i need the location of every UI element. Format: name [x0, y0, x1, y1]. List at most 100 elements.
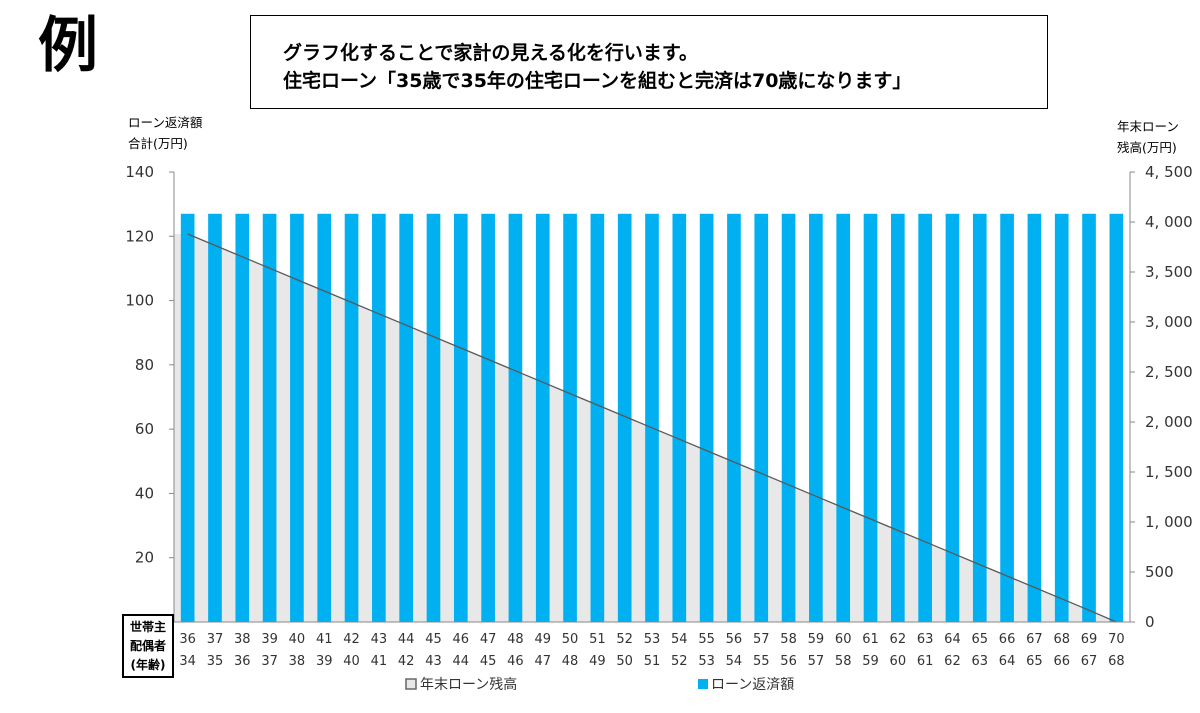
left-tick-label: 20 — [135, 549, 154, 567]
left-tick-label: 120 — [125, 227, 154, 245]
x-tick-spouse: 45 — [480, 654, 497, 669]
right-tick-label: 1, 500 — [1145, 463, 1193, 481]
left-tick-label: 140 — [125, 163, 154, 181]
x-tick-spouse: 65 — [1026, 654, 1043, 669]
repayment-bar — [1082, 213, 1096, 623]
x-tick-spouse: 42 — [398, 654, 415, 669]
repayment-bar — [809, 213, 823, 623]
repayment-bar — [235, 213, 250, 623]
x-tick-spouse: 34 — [179, 654, 196, 669]
repayment-bar — [508, 213, 523, 623]
repayment-bar — [781, 213, 796, 623]
x-tick-householder: 63 — [917, 632, 934, 647]
repayment-bar — [1054, 213, 1069, 623]
x-tick-householder: 40 — [289, 632, 306, 647]
legend-swatch-balance — [405, 678, 417, 690]
x-tick-spouse: 49 — [589, 654, 606, 669]
repayment-bar — [372, 213, 386, 623]
x-tick-householder: 65 — [971, 632, 988, 647]
x-tick-spouse: 57 — [808, 654, 825, 669]
x-tick-spouse: 48 — [562, 654, 579, 669]
x-tick-spouse: 62 — [944, 654, 961, 669]
repayment-bar — [399, 213, 413, 623]
legend-swatch-repayment — [698, 679, 708, 689]
right-tick-label: 500 — [1145, 563, 1174, 581]
right-tick-label: 4, 000 — [1145, 213, 1193, 231]
x-tick-spouse: 37 — [261, 654, 278, 669]
repayment-bar — [208, 213, 222, 623]
x-tick-householder: 64 — [944, 632, 961, 647]
right-tick-label: 1, 000 — [1145, 513, 1193, 531]
x-tick-householder: 51 — [589, 632, 606, 647]
x-tick-householder: 57 — [753, 632, 770, 647]
x-tick-spouse: 68 — [1108, 654, 1125, 669]
x-tick-householder: 67 — [1026, 632, 1043, 647]
x-tick-spouse: 39 — [316, 654, 333, 669]
title-line-2: 住宅ローン「35歳で35年の住宅ローンを組むと完済は70歳になります」 — [283, 70, 912, 92]
repayment-bar — [262, 213, 277, 623]
x-tick-householder: 69 — [1081, 632, 1098, 647]
x-tick-householder: 49 — [534, 632, 551, 647]
x-tick-spouse: 46 — [507, 654, 524, 669]
repayment-bar — [972, 213, 987, 623]
repayment-bar — [563, 213, 577, 623]
repayment-bar — [672, 213, 687, 623]
x-tick-householder: 59 — [808, 632, 825, 647]
repayment-bar — [1000, 213, 1014, 623]
repayment-bar — [699, 213, 714, 623]
left-axis-title-line-2: 合計(万円) — [128, 136, 188, 151]
right-axis-title-line-2: 残高(万円) — [1117, 140, 1177, 155]
x-tick-householder: 48 — [507, 632, 524, 647]
example-mark: 例 — [38, 11, 98, 81]
left-tick-label: 60 — [135, 420, 154, 438]
x-tick-spouse: 44 — [453, 654, 470, 669]
age-label-box: 世帯主 配偶者 (年齢) — [122, 614, 174, 678]
x-tick-householder: 55 — [698, 632, 715, 647]
title-box: グラフ化することで家計の見える化を行います。 住宅ローン「35歳で35年の住宅ロ… — [250, 15, 1048, 109]
x-tick-householder: 54 — [671, 632, 688, 647]
repayment-bar — [1109, 213, 1124, 623]
x-tick-householder: 61 — [862, 632, 879, 647]
x-tick-householder: 46 — [453, 632, 470, 647]
repayment-bar — [535, 213, 550, 623]
balance-line — [187, 233, 1117, 623]
right-axis-title: 年末ローン 残高(万円) — [1117, 116, 1179, 158]
right-axis-title-line-1: 年末ローン — [1117, 119, 1179, 134]
repayment-bar — [754, 213, 769, 623]
repayment-bar — [180, 213, 195, 623]
repayment-bar — [317, 213, 332, 623]
x-tick-householder: 38 — [234, 632, 251, 647]
right-tick-label: 3, 000 — [1145, 313, 1193, 331]
title-line-1: グラフ化することで家計の見える化を行います。 — [283, 42, 698, 64]
x-tick-householder: 56 — [726, 632, 743, 647]
x-tick-spouse: 55 — [753, 654, 770, 669]
x-tick-householder: 42 — [343, 632, 360, 647]
x-tick-householder: 39 — [261, 632, 278, 647]
x-tick-spouse: 56 — [780, 654, 797, 669]
repayment-bar — [891, 213, 905, 623]
x-tick-householder: 36 — [179, 632, 196, 647]
x-tick-spouse: 59 — [862, 654, 879, 669]
x-tick-householder: 47 — [480, 632, 497, 647]
repayment-bar — [426, 213, 441, 623]
right-tick-label: 2, 000 — [1145, 413, 1193, 431]
x-tick-householder: 53 — [644, 632, 661, 647]
x-tick-spouse: 40 — [343, 654, 360, 669]
left-axis-title: ローン返済額 合計(万円) — [128, 112, 202, 154]
repayment-bar — [344, 213, 359, 623]
x-tick-spouse: 61 — [917, 654, 934, 669]
repayment-bar — [453, 213, 468, 623]
right-tick-label: 2, 500 — [1145, 363, 1193, 381]
left-tick-label: 80 — [135, 356, 154, 374]
x-tick-householder: 44 — [398, 632, 415, 647]
x-tick-householder: 37 — [207, 632, 224, 647]
x-tick-householder: 62 — [890, 632, 907, 647]
x-tick-householder: 70 — [1108, 632, 1125, 647]
left-axis-title-line-1: ローン返済額 — [128, 115, 203, 130]
legend-label-repayment: ローン返済額 — [711, 677, 794, 693]
age-label-householder: 世帯主 — [129, 620, 166, 634]
x-tick-spouse: 66 — [1053, 654, 1070, 669]
age-label-spouse: 配偶者 — [129, 639, 166, 653]
right-tick-label: 4, 500 — [1145, 163, 1193, 181]
